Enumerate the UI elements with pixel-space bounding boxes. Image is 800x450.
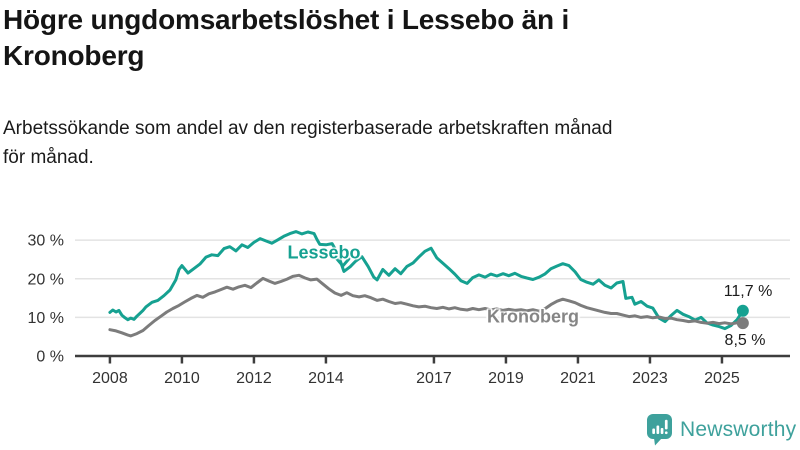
newsworthy-logo[interactable]: Newsworthy xyxy=(646,413,796,446)
x-tick-label: 2017 xyxy=(416,370,452,387)
x-tick-label: 2012 xyxy=(236,370,272,387)
series-line-kronoberg xyxy=(108,273,745,338)
y-tick-label: 0 % xyxy=(36,349,64,366)
series-label-kronoberg: Kronoberg xyxy=(487,306,579,327)
line-chart: 0 % 10 % 20 % 30 % 2008 2010 2012 2014 2017 2019 2… xyxy=(0,210,800,405)
y-tick-label: 30 % xyxy=(28,233,64,250)
x-tick-label: 2025 xyxy=(704,370,740,387)
brand-name: Newsworthy xyxy=(680,417,797,441)
chart-plot-area: 0 % 10 % 20 % 30 % 2008 2010 2012 2014 2017 2019 2… xyxy=(28,230,790,387)
x-tick-label: 2010 xyxy=(164,370,200,387)
x-tick-label: 2023 xyxy=(632,370,668,387)
series-label-lessebo: Lessebo xyxy=(287,242,361,263)
x-tick-label: 2021 xyxy=(560,370,596,387)
chevron-down-icon xyxy=(335,257,351,268)
y-tick-label: 10 % xyxy=(28,310,64,327)
series-line-lessebo xyxy=(108,230,745,331)
end-value-label-lessebo: 11,7 % xyxy=(723,283,773,300)
x-tick-label: 2019 xyxy=(488,370,524,387)
x-tick-label: 2008 xyxy=(92,370,128,387)
end-dot-lessebo xyxy=(736,304,749,317)
y-tick-label: 20 % xyxy=(28,271,64,288)
newsworthy-bubble-chart-icon xyxy=(647,414,672,446)
page-title: Högre ungdomsarbetslöshet i Lessebo än i… xyxy=(3,4,570,71)
chart-subtitle: Arbetssökande som andel av den registerb… xyxy=(3,118,613,168)
x-tick-label: 2014 xyxy=(308,370,344,387)
end-dot-kronoberg xyxy=(736,317,749,330)
end-value-label-kronoberg: 8,5 % xyxy=(724,332,766,349)
